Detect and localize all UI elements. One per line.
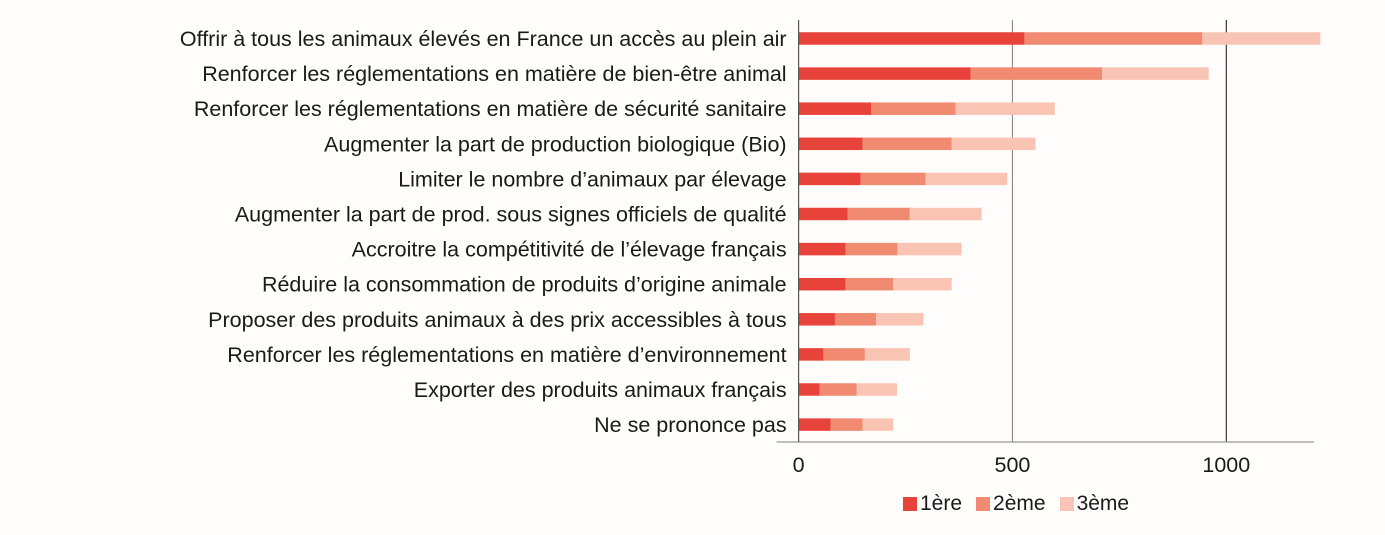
bar-11-1ère — [798, 383, 820, 396]
legend-item: 3ème — [1059, 492, 1130, 516]
category-label: Augmenter la part de prod. sous signes o… — [235, 203, 787, 227]
bar-10-1ère — [798, 348, 824, 361]
category-label: Réduire la consommation de produits d’or… — [262, 273, 787, 297]
bar-2-3ème — [1102, 67, 1209, 80]
bar-6-3ème — [909, 207, 982, 221]
legend-item: 2ème — [976, 492, 1046, 516]
bar-1-1ère — [798, 32, 1025, 45]
bar-8-3ème — [893, 277, 952, 291]
bars — [798, 32, 1321, 431]
category-label: Proposer des produits animaux à des prix… — [208, 308, 786, 332]
bar-9-3ème — [876, 313, 924, 326]
x-tick-label: 0 — [793, 453, 805, 477]
bar-5-2ème — [860, 172, 926, 186]
bar-3-3ème — [955, 102, 1055, 115]
x-tick-labels: 0 500 1000 — [793, 453, 1251, 477]
bar-8-1ère — [798, 277, 846, 291]
legend-swatch — [1059, 497, 1074, 511]
bar-4-3ème — [951, 137, 1036, 151]
category-label: Renforcer les réglementations en matière… — [194, 97, 787, 121]
legend-label: 1ère — [920, 492, 963, 515]
category-label: Offrir à tous les animaux élevés en Fran… — [180, 27, 787, 51]
gridlines — [1011, 20, 1227, 442]
bar-12-1ère — [798, 418, 831, 431]
bar-7-3ème — [897, 242, 962, 256]
bar-6-2ème — [847, 207, 910, 221]
bar-7-2ème — [845, 242, 898, 256]
bar-4-2ème — [862, 137, 952, 151]
bar-11-2ème — [819, 383, 857, 396]
bar-12-3ème — [862, 418, 894, 431]
bar-10-3ème — [864, 348, 910, 361]
bar-1-2ème — [1024, 32, 1203, 45]
bar-3-1ère — [798, 102, 872, 115]
category-labels: Offrir à tous les animaux élevés en Fran… — [180, 27, 787, 437]
category-label: Ne se prononce pas — [594, 413, 786, 437]
bar-11-3ème — [856, 383, 897, 396]
bar-8-2ème — [845, 277, 894, 291]
bar-2-1ère — [798, 67, 971, 80]
bar-7-1ère — [798, 242, 846, 256]
bar-9-2ème — [834, 313, 877, 326]
category-label: Exporter des produits animaux français — [414, 378, 787, 402]
category-label: Limiter le nombre d’animaux par élevage — [398, 167, 786, 191]
legend-label: 3ème — [1076, 492, 1130, 515]
legend-swatch — [976, 497, 991, 511]
category-label: Accroitre la compétitivité de l’élevage … — [352, 238, 787, 262]
bar-4-1ère — [798, 137, 863, 151]
category-label: Renforcer les réglementations en matière… — [227, 343, 786, 367]
bar-6-1ère — [798, 207, 848, 221]
bar-9-1ère — [798, 313, 835, 326]
bar-2-2ème — [970, 67, 1103, 80]
x-tick-label: 500 — [995, 453, 1031, 477]
bar-12-2ème — [830, 418, 863, 431]
legend: 1ère 2ème 3ème — [903, 492, 1143, 516]
bar-1-3ème — [1202, 32, 1321, 45]
bar-5-3ème — [925, 172, 1008, 186]
bar-5-1ère — [798, 172, 861, 186]
category-label: Renforcer les réglementations en matière… — [202, 62, 786, 86]
legend-swatch — [903, 497, 917, 511]
legend-label: 2ème — [993, 492, 1046, 515]
x-tick-label: 1000 — [1202, 453, 1250, 477]
legend-item: 1ère — [903, 492, 962, 516]
stacked-bar-chart: Offrir à tous les animaux élevés en Fran… — [180, 20, 1321, 477]
category-label: Augmenter la part de production biologiq… — [324, 132, 787, 156]
bar-10-2ème — [823, 348, 865, 361]
bar-3-2ème — [871, 102, 956, 115]
